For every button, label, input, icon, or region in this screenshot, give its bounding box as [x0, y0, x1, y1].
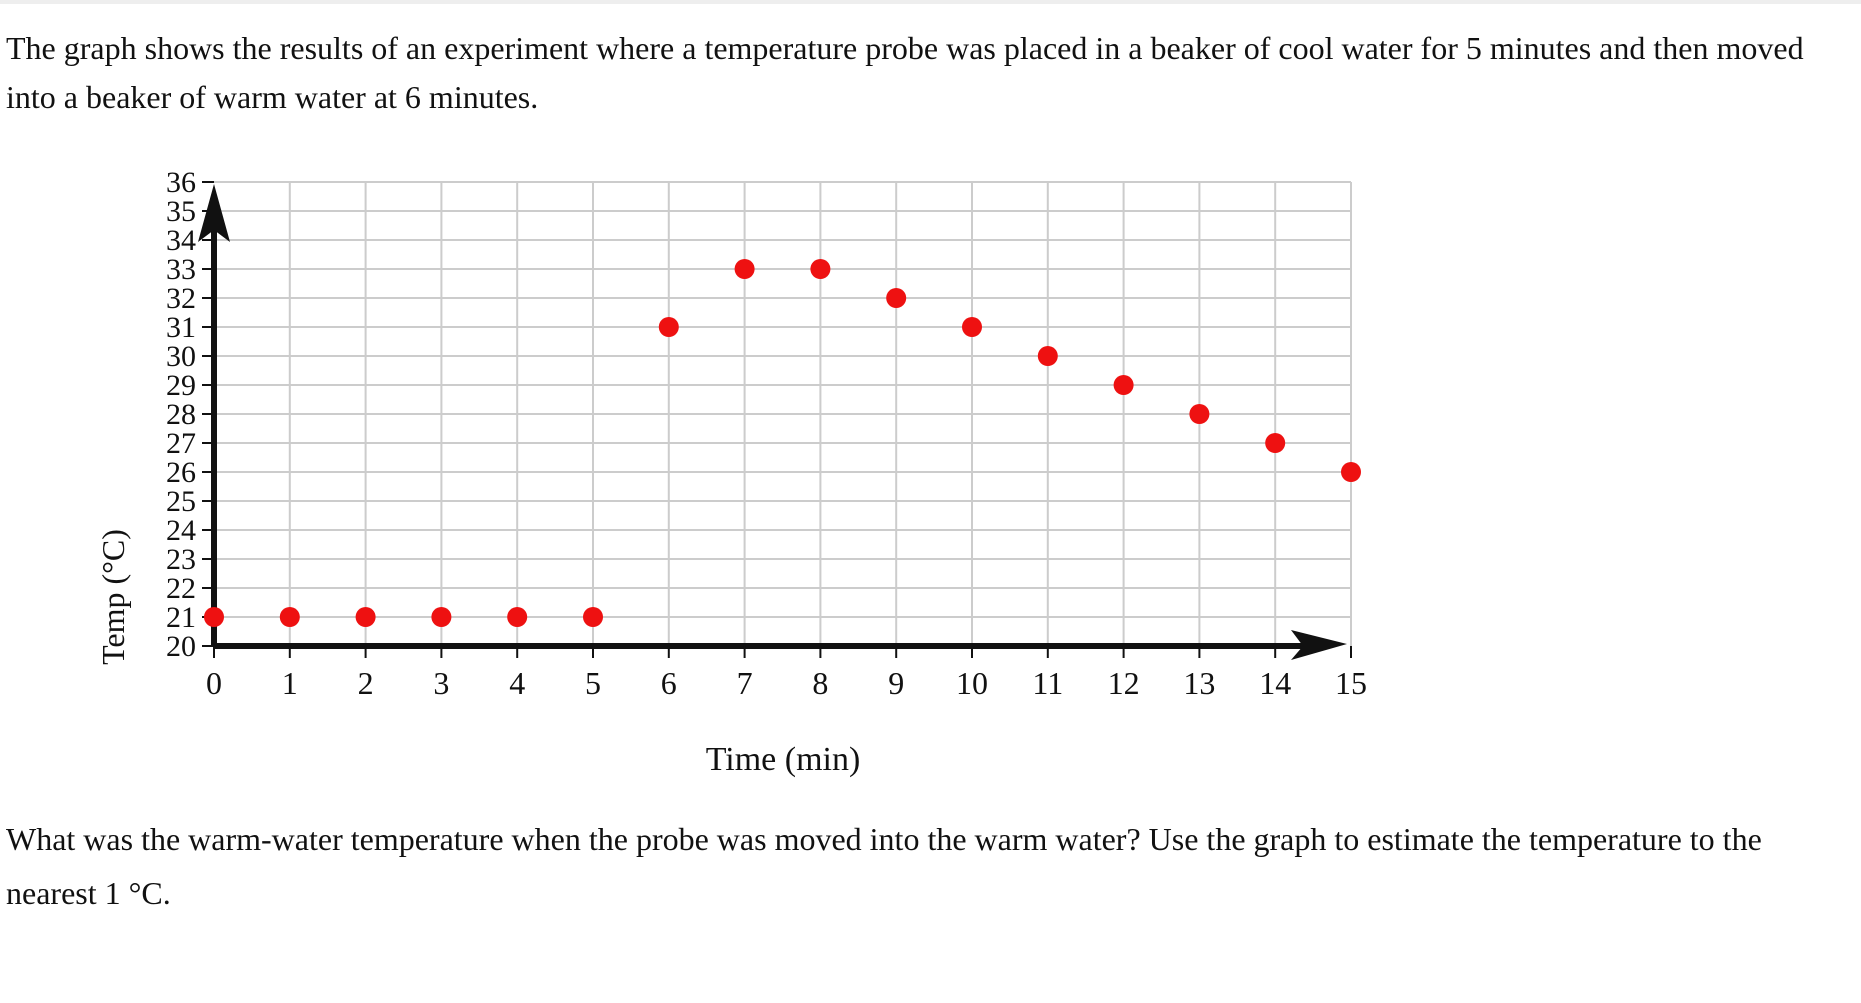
- y-axis-label: Temp (°C): [95, 529, 131, 665]
- top-divider: [0, 0, 1861, 4]
- y-tick-label: 32: [166, 282, 196, 315]
- x-tick-label: 15: [1335, 665, 1367, 701]
- question-text: What was the warm-water temperature when…: [6, 821, 1762, 911]
- y-tick-label: 22: [166, 572, 196, 605]
- y-tick-label: 30: [166, 340, 196, 373]
- data-point: [355, 607, 376, 627]
- chart-grid: [214, 181, 1352, 646]
- data-point: [279, 607, 300, 627]
- y-tick-label: 28: [166, 398, 196, 431]
- data-point: [658, 317, 679, 337]
- x-tick-label: 11: [1032, 665, 1063, 701]
- y-tick-label: 31: [166, 311, 196, 344]
- data-point: [734, 259, 755, 279]
- x-tick-labels: 0 1 2 3 4 5 6 7 8 9 10 11 12 13 14 15: [206, 646, 1367, 701]
- x-tick-label: 3: [433, 665, 449, 701]
- y-tick-label: 21: [166, 601, 196, 634]
- data-point: [431, 607, 452, 627]
- chart-axes: [198, 184, 1347, 660]
- data-point: [810, 259, 831, 279]
- x-axis-label: Time (min): [706, 741, 861, 778]
- data-point: [886, 288, 907, 308]
- x-tick-label: 10: [956, 665, 988, 701]
- data-point: [204, 607, 224, 627]
- x-tick-label: 8: [812, 665, 828, 701]
- y-tick-label: 29: [166, 369, 196, 402]
- x-tick-label: 12: [1108, 665, 1140, 701]
- y-tick-label: 26: [166, 456, 196, 489]
- x-tick-label: 7: [737, 665, 753, 701]
- x-tick-label: 13: [1183, 665, 1215, 701]
- data-point: [1113, 375, 1134, 395]
- y-tick-label: 33: [166, 253, 196, 286]
- data-point: [507, 607, 528, 627]
- x-tick-label: 14: [1259, 665, 1291, 701]
- x-tick-label: 9: [888, 665, 904, 701]
- data-point: [962, 317, 982, 337]
- y-tick-label: 35: [166, 195, 196, 228]
- data-points: [204, 259, 1361, 627]
- data-point: [583, 607, 603, 627]
- x-tick-label: 2: [358, 665, 374, 701]
- y-tick-label: 20: [166, 630, 196, 663]
- data-point: [1341, 462, 1361, 482]
- y-tick-label: 24: [166, 514, 196, 547]
- y-tick-label: 36: [166, 166, 196, 199]
- x-tick-label: 1: [282, 665, 298, 701]
- data-point: [1265, 433, 1286, 453]
- y-tick-label: 23: [166, 543, 196, 576]
- y-tick-label: 27: [166, 427, 196, 460]
- x-tick-label: 4: [509, 665, 525, 701]
- y-tick-label: 34: [166, 224, 196, 257]
- x-tick-label: 6: [661, 665, 677, 701]
- data-point: [1189, 404, 1210, 424]
- x-axis-arrow: [1291, 630, 1347, 660]
- x-tick-label: 0: [206, 665, 222, 701]
- x-tick-label: 5: [585, 665, 601, 701]
- intro-text: The graph shows the results of an experi…: [6, 30, 1804, 115]
- y-axis-arrow: [198, 184, 230, 242]
- data-point: [1037, 346, 1058, 366]
- y-tick-label: 25: [166, 485, 196, 518]
